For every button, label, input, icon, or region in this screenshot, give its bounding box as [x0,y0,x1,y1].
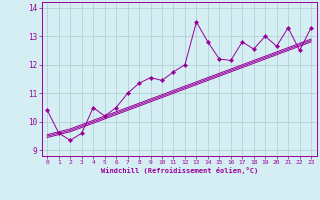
X-axis label: Windchill (Refroidissement éolien,°C): Windchill (Refroidissement éolien,°C) [100,167,258,174]
